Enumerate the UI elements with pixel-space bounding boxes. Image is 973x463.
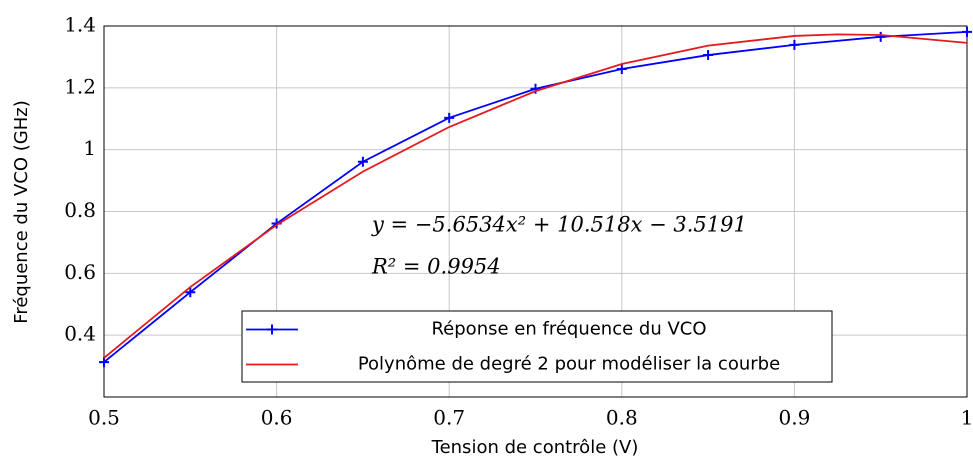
- marker: [357, 156, 368, 167]
- x-tick-label: 1: [961, 406, 973, 430]
- marker: [185, 287, 196, 298]
- y-tick-label: 0.6: [64, 260, 96, 284]
- x-tick-label: 0.7: [433, 406, 465, 430]
- legend-marker: [267, 324, 277, 335]
- marker: [703, 50, 714, 61]
- x-tick-label: 0.6: [261, 406, 293, 430]
- y-tick-label: 0.8: [64, 198, 96, 222]
- marker: [875, 31, 886, 42]
- marker: [530, 83, 541, 94]
- plot-frame: [103, 25, 968, 398]
- marker: [616, 63, 627, 74]
- y-tick-label: 1.2: [64, 74, 96, 98]
- legend-label: Réponse en fréquence du VCO: [431, 319, 706, 340]
- marker: [99, 357, 109, 368]
- x-tick-label: 0.8: [606, 406, 638, 430]
- marker: [789, 39, 800, 50]
- x-tick-label: 0.5: [88, 406, 120, 430]
- y-axis-label: Fréquence du VCO (GHz): [11, 100, 32, 323]
- y-tick-label: 1: [83, 136, 96, 160]
- x-tick-label: 0.9: [778, 406, 810, 430]
- annotation: R² = 0.9954: [371, 255, 501, 279]
- series-line: [103, 33, 968, 359]
- marker: [444, 112, 455, 123]
- annotation: y = −5.6534x² + 10.518x − 3.5191: [371, 213, 747, 237]
- y-tick-label: 1.4: [64, 13, 96, 37]
- x-axis-label: Tension de contrôle (V): [431, 437, 639, 458]
- legend-label: Polynôme de degré 2 pour modéliser la co…: [358, 354, 780, 375]
- y-tick-label: 0.4: [64, 322, 96, 346]
- marker: [962, 26, 972, 37]
- legend-box: [241, 310, 833, 383]
